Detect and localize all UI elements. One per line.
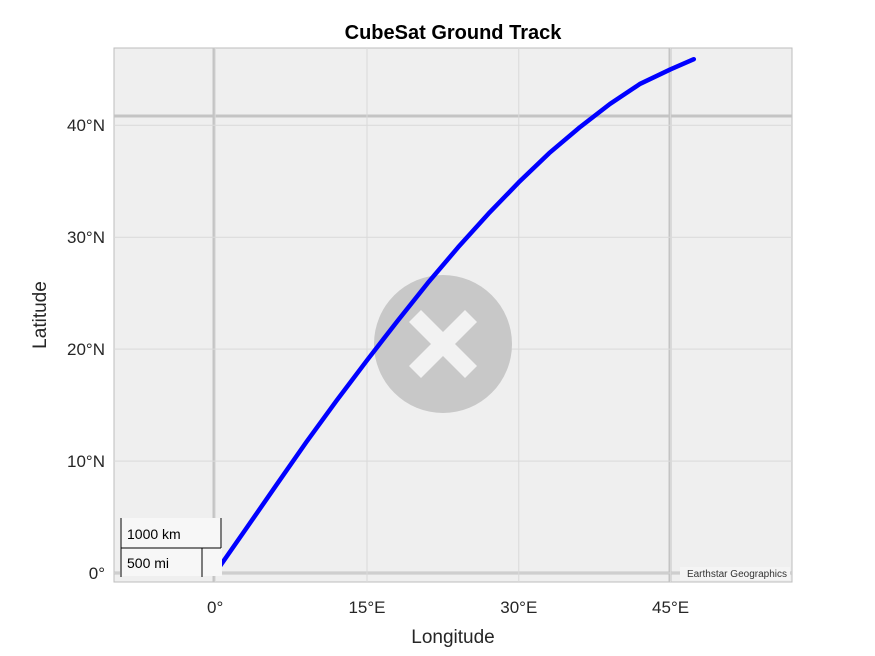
y-axis-label: Latitude: [30, 281, 51, 349]
y-tick-label: 0°: [89, 564, 105, 583]
y-tick-label: 30°N: [67, 228, 105, 247]
y-tick-label: 20°N: [67, 340, 105, 359]
x-tick-label: 30°E: [500, 598, 537, 617]
ground-track-line: [212, 56, 697, 576]
grid-lines: [114, 48, 792, 582]
scale-bar: 1000 km 500 mi: [120, 518, 222, 577]
basemap-attribution: Earthstar Geographics: [687, 569, 787, 580]
x-tick-label: 45°E: [652, 598, 689, 617]
y-tick-label: 40°N: [67, 116, 105, 135]
scale-mi-label: 500 mi: [127, 555, 169, 571]
scale-km-label: 1000 km: [127, 526, 181, 542]
close-circle-icon: [374, 275, 512, 413]
series-layer: [212, 56, 697, 576]
x-tick-labels: 0° 15°E 30°E 45°E: [207, 598, 689, 617]
y-tick-labels: 0° 10°N 20°N 30°N 40°N: [67, 116, 105, 583]
x-tick-label: 15°E: [348, 598, 385, 617]
x-tick-label: 0°: [207, 598, 223, 617]
y-tick-label: 10°N: [67, 452, 105, 471]
x-axis-label: Longitude: [411, 627, 494, 648]
attribution-box: [680, 567, 790, 580]
chart-title: CubeSat Ground Track: [345, 22, 563, 44]
